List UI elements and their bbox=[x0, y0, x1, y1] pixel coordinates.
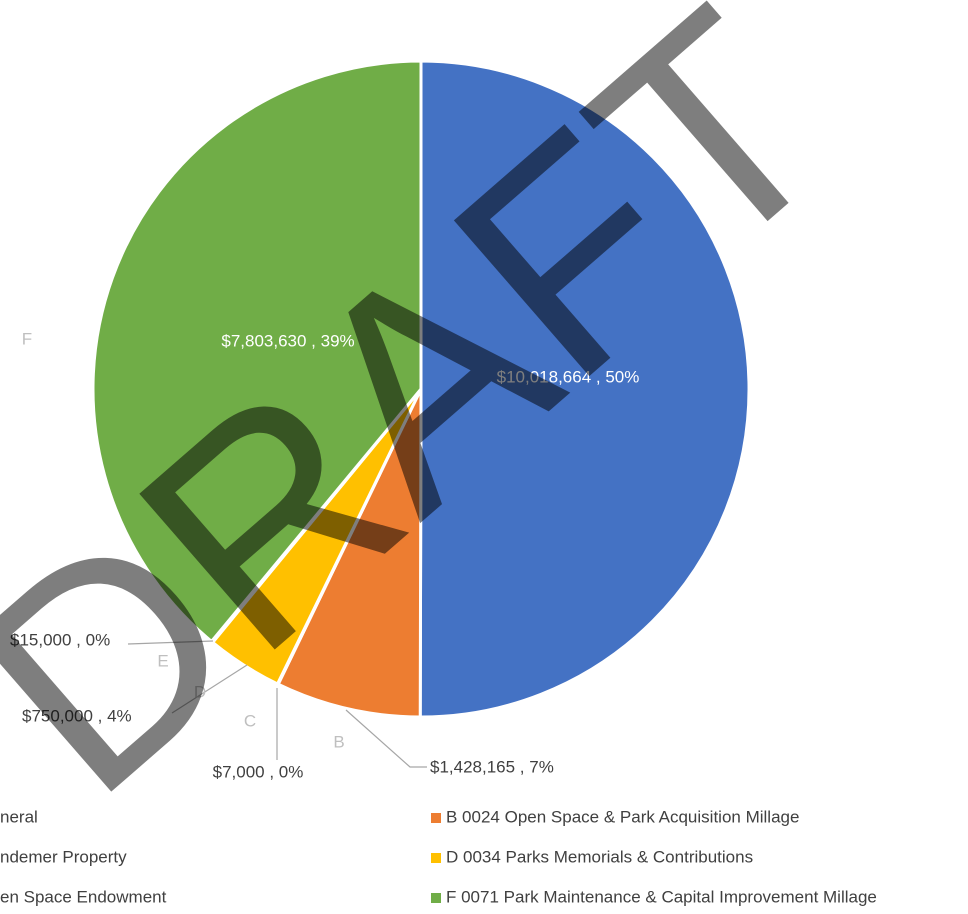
data-label: $1,428,165 , 7% bbox=[430, 757, 554, 776]
legend: neral B 0024 Open Space & Park Acquisitio… bbox=[0, 807, 877, 906]
legend-label: neral bbox=[0, 807, 38, 826]
legend-label: D 0034 Parks Memorials & Contributions bbox=[446, 847, 753, 866]
category-label: D bbox=[194, 682, 206, 701]
legend-label: B 0024 Open Space & Park Acquisition Mil… bbox=[446, 807, 799, 826]
data-label: $7,000 , 0% bbox=[213, 762, 304, 781]
legend-label: F 0071 Park Maintenance & Capital Improv… bbox=[446, 887, 877, 906]
data-label: $750,000 , 4% bbox=[22, 706, 132, 725]
slice bbox=[418, 59, 751, 719]
legend-label: en Space Endowment bbox=[0, 887, 167, 906]
category-label: C bbox=[244, 711, 256, 730]
pie bbox=[91, 59, 751, 719]
legend-label: ndemer Property bbox=[0, 847, 127, 866]
category-label: B bbox=[333, 732, 344, 751]
data-label: $15,000 , 0% bbox=[10, 630, 110, 649]
legend-swatch bbox=[431, 853, 441, 863]
legend-swatch bbox=[431, 813, 441, 823]
labels: $10,018,664 , 50% $1,428,165 , 7% B $7,000 … bbox=[10, 329, 639, 781]
leader-line bbox=[171, 664, 248, 714]
data-label: $10,018,664 , 50% bbox=[497, 367, 640, 386]
leader-line bbox=[345, 709, 427, 768]
data-label: $7,803,630 , 39% bbox=[221, 331, 354, 350]
category-label: E bbox=[157, 651, 168, 670]
legend-swatch bbox=[431, 893, 441, 903]
slice bbox=[276, 388, 423, 719]
leader-line bbox=[127, 640, 214, 645]
slice bbox=[91, 59, 423, 644]
category-label: F bbox=[22, 329, 32, 348]
